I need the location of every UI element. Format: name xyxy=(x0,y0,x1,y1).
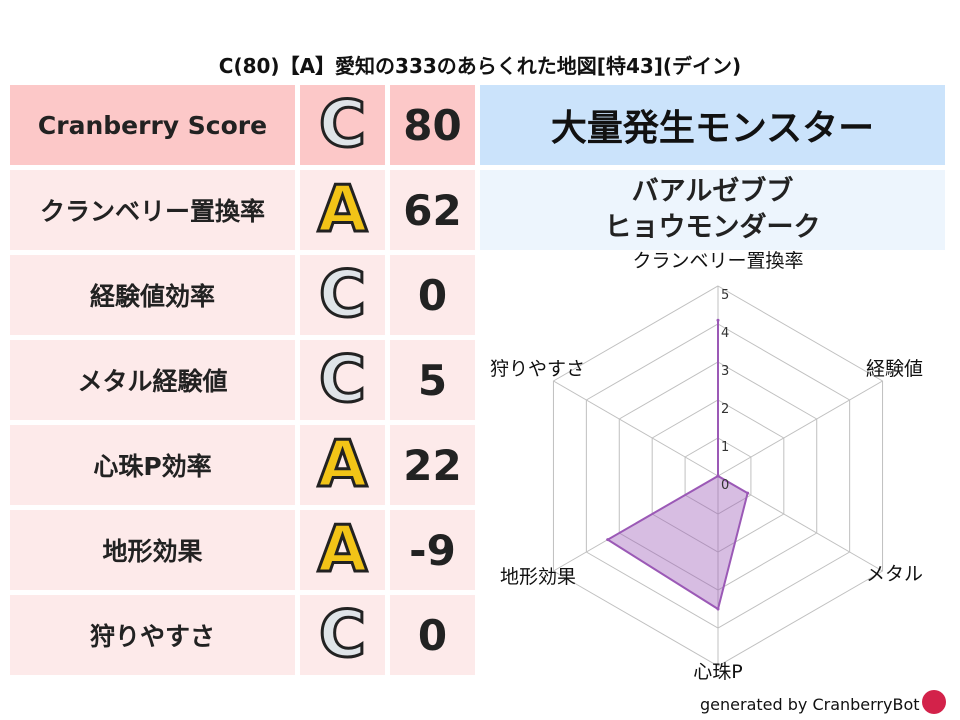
metric-label: 心珠P効率 xyxy=(10,425,295,505)
axis-label: 地形効果 xyxy=(500,566,576,588)
metric-value: 22 xyxy=(390,425,475,505)
grade-letter: A xyxy=(316,513,369,587)
metric-label: 地形効果 xyxy=(10,510,295,590)
footer-credit: generated by CranberryBot xyxy=(700,695,920,714)
grade-badge: A xyxy=(300,510,385,590)
metric-value: 5 xyxy=(390,340,475,420)
axis-label: 経験値 xyxy=(866,358,923,380)
data-point xyxy=(716,474,720,478)
monster-names: バアルゼブブ ヒョウモンダーク xyxy=(480,170,945,250)
score-value: 80 xyxy=(390,85,475,165)
grade-letter: C xyxy=(318,343,368,417)
tick-label: 3 xyxy=(721,364,729,379)
cranberry-logo-icon xyxy=(922,690,946,714)
metric-value: 0 xyxy=(390,595,475,675)
tick-label: 0 xyxy=(721,478,729,493)
monster-heading: 大量発生モンスター xyxy=(480,85,945,165)
monster-name: ヒョウモンダーク xyxy=(604,212,821,243)
metric-label: メタル経験値 xyxy=(10,340,295,420)
tick-label: 5 xyxy=(721,288,729,303)
grade-letter: C xyxy=(318,598,368,672)
metric-value: 62 xyxy=(390,170,475,250)
grade-letter: C xyxy=(318,258,368,332)
axis-label: 心珠P xyxy=(693,661,742,683)
tick-label: 4 xyxy=(721,326,729,341)
metric-value: 0 xyxy=(390,255,475,335)
monster-name: バアルゼブブ xyxy=(631,176,794,207)
tick-label: 2 xyxy=(721,402,729,417)
grade-letter: C xyxy=(318,88,368,162)
grade-letter: A xyxy=(316,428,369,502)
data-point xyxy=(746,491,750,495)
grade-badge: A xyxy=(300,170,385,250)
data-point xyxy=(716,607,720,611)
grid-spoke xyxy=(553,380,719,477)
grade-badge: C xyxy=(300,255,385,335)
metric-label: 経験値効率 xyxy=(10,255,295,335)
grade-badge: C xyxy=(300,595,385,675)
page-title: C(80)【A】愛知の333のあらくれた地図[特43](デイン) xyxy=(218,54,742,78)
grade-badge: A xyxy=(300,425,385,505)
grid-spoke xyxy=(717,380,883,477)
grade-badge: C xyxy=(300,340,385,420)
grade-letter: A xyxy=(316,173,369,247)
data-point xyxy=(606,538,610,542)
axis-label: クランベリー置換率 xyxy=(632,250,803,272)
axis-label: 狩りやすさ xyxy=(490,358,585,380)
metric-value: -9 xyxy=(390,510,475,590)
data-point xyxy=(716,318,720,322)
score-grade-badge: C xyxy=(300,85,385,165)
tick-label: 1 xyxy=(721,440,729,455)
metric-label: 狩りやすさ xyxy=(10,595,295,675)
metric-label: クランベリー置換率 xyxy=(10,170,295,250)
axis-label: メタル xyxy=(866,563,923,585)
score-label: Cranberry Score xyxy=(10,85,295,165)
